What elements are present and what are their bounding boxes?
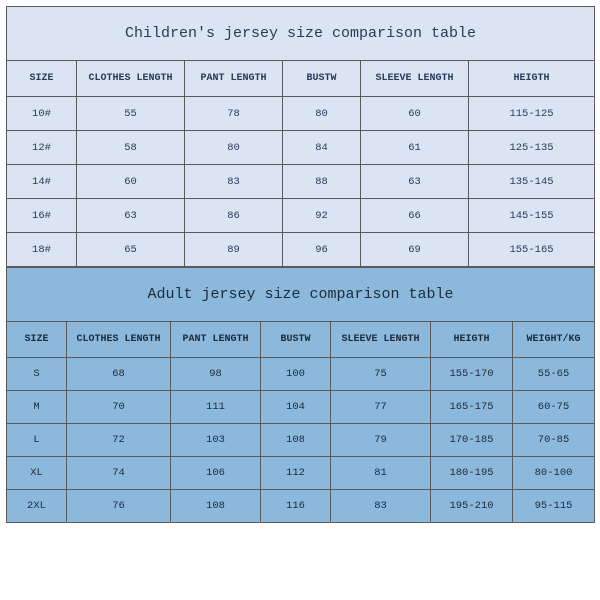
table-cell: 75 [331, 358, 431, 391]
table-cell: 65 [77, 233, 185, 267]
table-cell: 70-85 [513, 424, 595, 457]
adult-col-header: CLOTHES LENGTH [67, 322, 171, 358]
table-cell: 72 [67, 424, 171, 457]
table-cell: 89 [185, 233, 283, 267]
table-row: L7210310879170-18570-85 [7, 424, 595, 457]
table-cell: 16# [7, 199, 77, 233]
table-cell: 79 [331, 424, 431, 457]
table-row: 10#55788060115-125 [7, 97, 595, 131]
table-cell: 108 [171, 490, 261, 523]
table-cell: 80 [283, 97, 361, 131]
children-col-header: CLOTHES LENGTH [77, 61, 185, 97]
table-cell: 165-175 [431, 391, 513, 424]
table-cell: 98 [171, 358, 261, 391]
table-cell: 108 [261, 424, 331, 457]
table-cell: 66 [361, 199, 469, 233]
table-row: 14#60838863135-145 [7, 165, 595, 199]
table-cell: 155-170 [431, 358, 513, 391]
children-col-header: PANT LENGTH [185, 61, 283, 97]
table-cell: 74 [67, 457, 171, 490]
children-col-header: HEIGTH [469, 61, 595, 97]
table-cell: 106 [171, 457, 261, 490]
table-cell: 86 [185, 199, 283, 233]
table-cell: 112 [261, 457, 331, 490]
table-cell: 60 [77, 165, 185, 199]
table-row: S689810075155-17055-65 [7, 358, 595, 391]
table-cell: 80-100 [513, 457, 595, 490]
table-cell: M [7, 391, 67, 424]
table-cell: 96 [283, 233, 361, 267]
table-cell: 18# [7, 233, 77, 267]
adult-col-header: PANT LENGTH [171, 322, 261, 358]
table-cell: 60-75 [513, 391, 595, 424]
table-cell: 12# [7, 131, 77, 165]
table-cell: 81 [331, 457, 431, 490]
table-row: 2XL7610811683195-21095-115 [7, 490, 595, 523]
table-cell: 170-185 [431, 424, 513, 457]
table-cell: 14# [7, 165, 77, 199]
table-cell: 103 [171, 424, 261, 457]
table-cell: L [7, 424, 67, 457]
children-col-header: BUSTW [283, 61, 361, 97]
table-cell: 58 [77, 131, 185, 165]
table-row: 18#65899669155-165 [7, 233, 595, 267]
adult-title: Adult jersey size comparison table [7, 268, 595, 322]
table-cell: 100 [261, 358, 331, 391]
children-title: Children's jersey size comparison table [7, 7, 595, 61]
table-cell: 78 [185, 97, 283, 131]
table-row: XL7410611281180-19580-100 [7, 457, 595, 490]
table-cell: 80 [185, 131, 283, 165]
adult-size-table: Adult jersey size comparison table SIZEC… [6, 267, 595, 523]
adult-header-row: SIZECLOTHES LENGTHPANT LENGTHBUSTWSLEEVE… [7, 322, 595, 358]
table-row: 12#58808461125-135 [7, 131, 595, 165]
children-title-row: Children's jersey size comparison table [7, 7, 595, 61]
table-cell: 10# [7, 97, 77, 131]
adult-col-header: SIZE [7, 322, 67, 358]
table-cell: 135-145 [469, 165, 595, 199]
table-cell: XL [7, 457, 67, 490]
table-cell: 55 [77, 97, 185, 131]
table-cell: 155-165 [469, 233, 595, 267]
table-cell: 104 [261, 391, 331, 424]
table-cell: 145-155 [469, 199, 595, 233]
table-cell: 180-195 [431, 457, 513, 490]
table-cell: 83 [185, 165, 283, 199]
table-cell: 95-115 [513, 490, 595, 523]
table-cell: 76 [67, 490, 171, 523]
table-cell: 2XL [7, 490, 67, 523]
table-cell: 69 [361, 233, 469, 267]
table-cell: 195-210 [431, 490, 513, 523]
children-col-header: SLEEVE LENGTH [361, 61, 469, 97]
adult-col-header: BUSTW [261, 322, 331, 358]
table-cell: 125-135 [469, 131, 595, 165]
table-row: M7011110477165-17560-75 [7, 391, 595, 424]
table-cell: 111 [171, 391, 261, 424]
table-row: 16#63869266145-155 [7, 199, 595, 233]
adult-title-row: Adult jersey size comparison table [7, 268, 595, 322]
table-cell: 116 [261, 490, 331, 523]
table-cell: 55-65 [513, 358, 595, 391]
table-cell: 60 [361, 97, 469, 131]
table-cell: 92 [283, 199, 361, 233]
table-cell: 83 [331, 490, 431, 523]
adult-col-header: HEIGTH [431, 322, 513, 358]
table-cell: 63 [77, 199, 185, 233]
table-cell: 68 [67, 358, 171, 391]
children-col-header: SIZE [7, 61, 77, 97]
adult-col-header: SLEEVE LENGTH [331, 322, 431, 358]
adult-col-header: WEIGHT/KG [513, 322, 595, 358]
table-cell: 61 [361, 131, 469, 165]
children-header-row: SIZECLOTHES LENGTHPANT LENGTHBUSTWSLEEVE… [7, 61, 595, 97]
table-cell: S [7, 358, 67, 391]
table-cell: 63 [361, 165, 469, 199]
table-cell: 84 [283, 131, 361, 165]
table-cell: 70 [67, 391, 171, 424]
table-cell: 115-125 [469, 97, 595, 131]
table-cell: 88 [283, 165, 361, 199]
children-size-table: Children's jersey size comparison table … [6, 6, 595, 267]
table-cell: 77 [331, 391, 431, 424]
